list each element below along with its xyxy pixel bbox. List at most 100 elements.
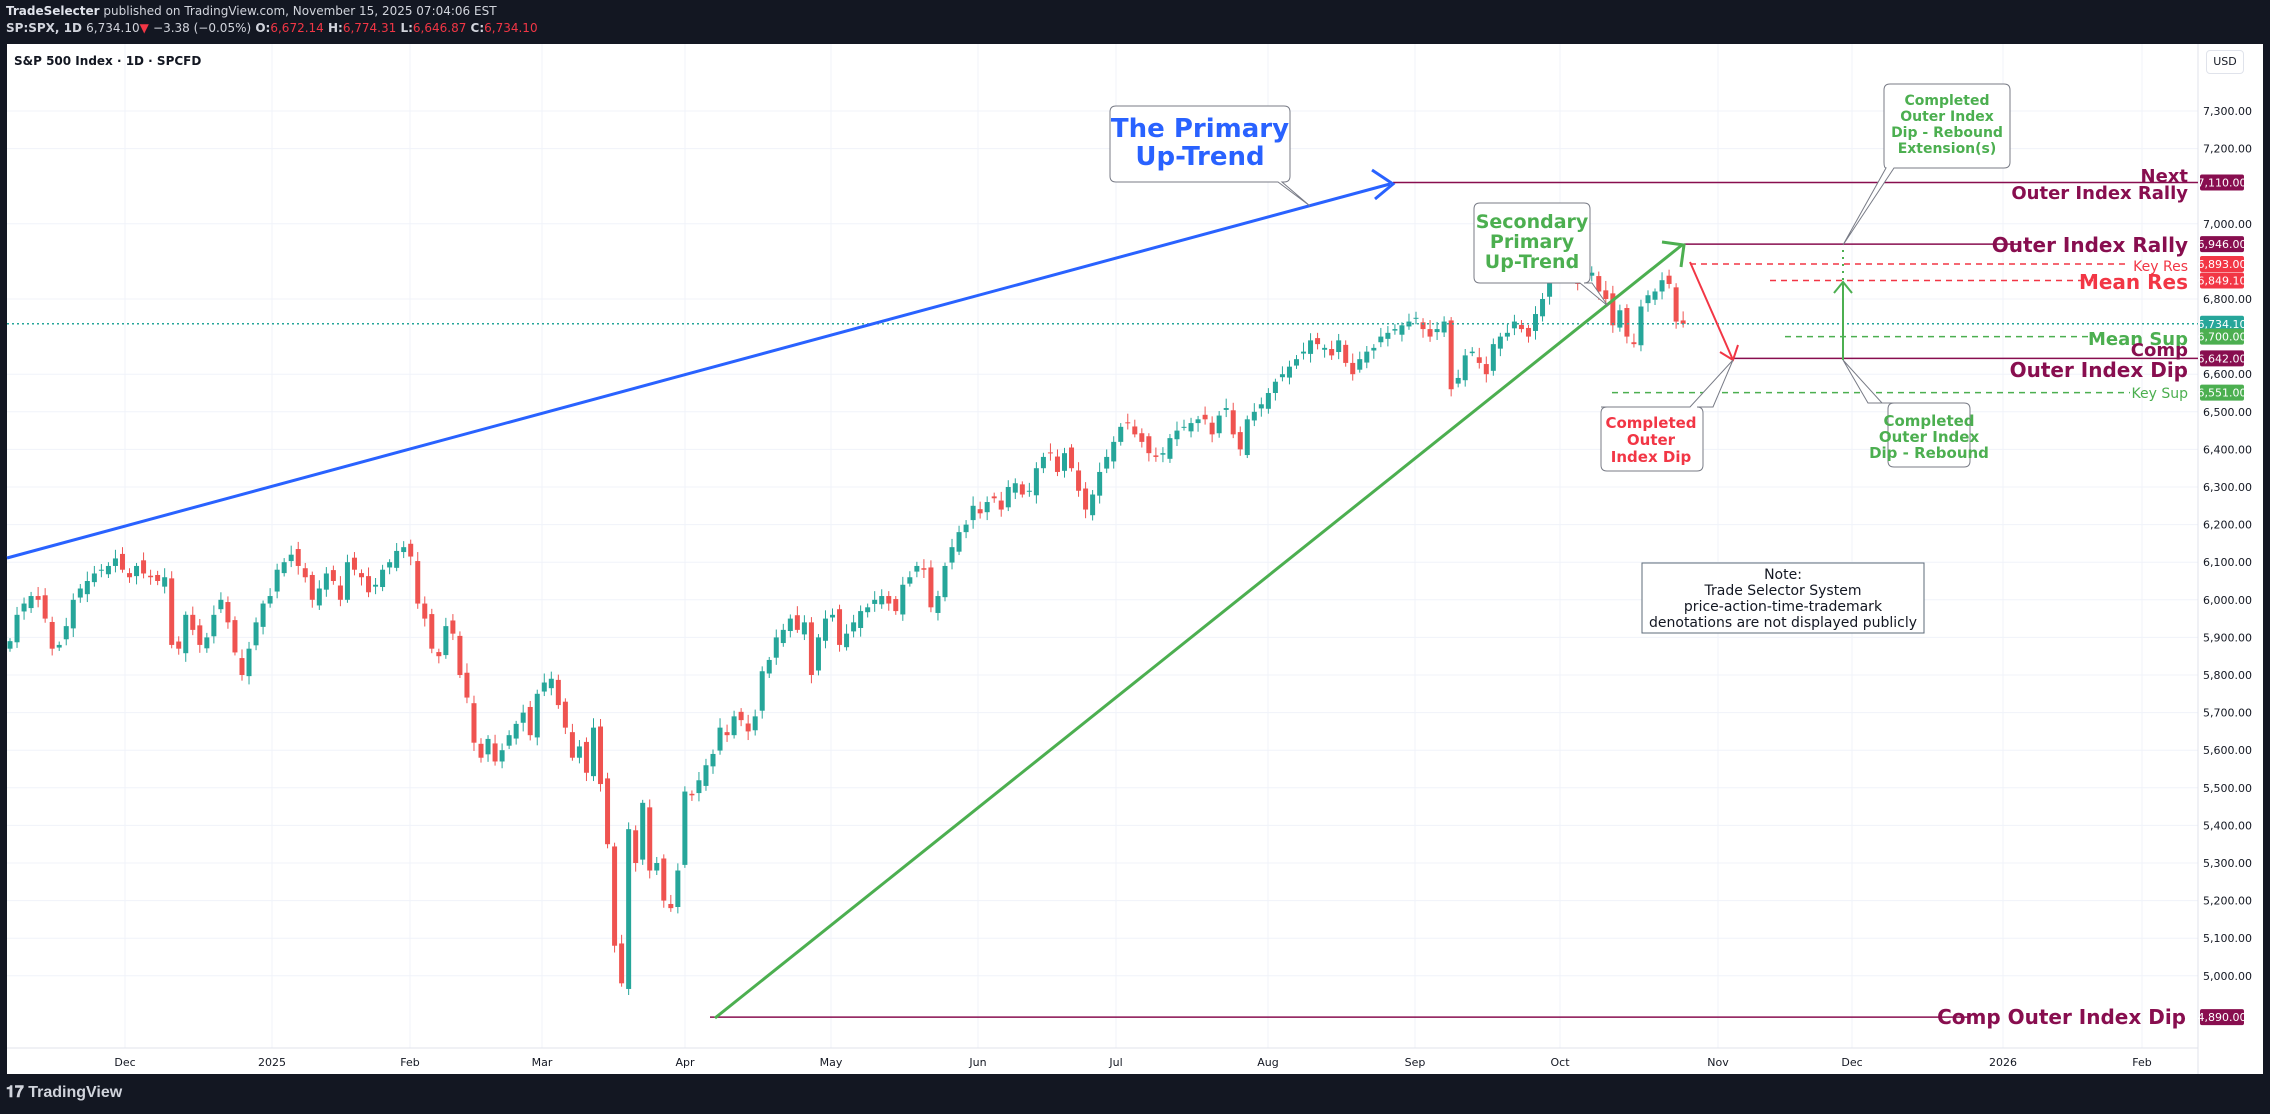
high-label: H: <box>327 21 343 35</box>
comp-outer-index-dip-label: Comp Outer Index Dip <box>1937 1005 2186 1029</box>
y-tick-label: 7,200.00 <box>2203 143 2252 156</box>
rebound-ext-text-3: Dip - Rebound <box>1891 125 2003 141</box>
drawings: The Primary Up-Trend Secondary Primary U… <box>6 83 2189 1029</box>
completed-rebound-text-3: Dip - Rebound <box>1869 444 1989 462</box>
key-res-label: Key Res <box>2133 259 2188 275</box>
price-tag <box>2200 236 2244 253</box>
primary-trend-callout <box>1109 105 1311 207</box>
y-tick-label: 5,600.00 <box>2203 744 2252 757</box>
completed-rebound-text-2: Outer Index <box>1879 428 1980 446</box>
y-tick-label: 6,200.00 <box>2203 519 2252 532</box>
x-tick-label: Dec <box>114 1056 135 1069</box>
note-text-2: Trade Selector System <box>1704 583 1862 599</box>
x-tick-label: Sep <box>1405 1056 1426 1069</box>
y-tick-label: 5,900.00 <box>2203 631 2252 644</box>
x-tick-label: Dec <box>1841 1056 1862 1069</box>
price-tag <box>2200 272 2244 289</box>
price-tag-label: 4,890.00 <box>2198 1011 2247 1024</box>
arrow-head-icon <box>1371 168 1396 201</box>
y-tick-label: 6,800.00 <box>2203 293 2252 306</box>
tv-logo-icon: 𝟏𝟕 <box>6 1084 29 1101</box>
price-tag <box>2200 350 2244 367</box>
axes: 7,300.00 7,200.00 7,000.00 6,800.00 6,600.00… <box>7 44 2252 1074</box>
primary-trend-text-1: The Primary <box>1111 114 1289 144</box>
open-label: O: <box>255 21 271 35</box>
low-label: L: <box>400 21 413 35</box>
open-value: 6,672.14 <box>270 21 324 35</box>
high-value: 6,774.31 <box>342 21 397 35</box>
completed-dip-text-2: Outer <box>1627 431 1676 449</box>
completed-rebound-callout <box>1842 359 1971 468</box>
x-tick-label: Oct <box>1550 1056 1570 1069</box>
y-tick-label: 6,500.00 <box>2203 406 2252 419</box>
secondary-trend-text-1: Secondary <box>1476 211 1589 233</box>
symbol: SP:SPX, 1D <box>6 21 82 35</box>
price-tag <box>2200 1009 2244 1026</box>
secondary-trend-line <box>714 243 1683 1020</box>
next-outer-index-rally-label: Outer Index Rally <box>2011 183 2188 204</box>
tradingview-logo: 𝟏𝟕 TradingView <box>6 1084 122 1102</box>
y-tick-label: 5,400.00 <box>2203 819 2252 832</box>
price-tag <box>2200 174 2244 191</box>
down-triangle-icon: ▼ <box>139 21 149 35</box>
x-tick-label: May <box>820 1056 843 1069</box>
secondary-trend-text-3: Up-Trend <box>1485 251 1579 273</box>
x-tick-label: 2025 <box>258 1056 286 1069</box>
published-text: published on TradingView.com, November 1… <box>103 4 497 18</box>
completed-dip-text-1: Completed <box>1605 414 1696 432</box>
price-tag-label: 6,734.10 <box>2198 318 2247 331</box>
y-tick-label: 5,500.00 <box>2203 782 2252 795</box>
completed-rebound-text-1: Completed <box>1883 412 1974 430</box>
publisher-name: TradeSelecter <box>6 4 100 18</box>
completed-dip-text-3: Index Dip <box>1611 448 1692 466</box>
price-tag <box>2200 328 2244 345</box>
primary-trend-line <box>6 182 1391 560</box>
y-tick-label: 5,000.00 <box>2203 970 2252 983</box>
x-tick-label: Jun <box>968 1056 986 1069</box>
symbol-info: SP:SPX, 1D 6,734.10▼ −3.38 (−0.05%) O:6,… <box>6 21 538 35</box>
next-label: Next <box>2141 166 2189 187</box>
last-price: 6,734.10 <box>86 21 140 35</box>
x-tick-label: Jul <box>1108 1056 1122 1069</box>
x-tick-label: 2026 <box>1989 1056 2017 1069</box>
x-tick-label: Nov <box>1707 1056 1729 1069</box>
secondary-trend-text-2: Primary <box>1490 231 1575 253</box>
rebound-ext-text-1: Completed <box>1904 93 1989 109</box>
arrow-head-icon <box>1833 280 1853 294</box>
y-tick-label: 6,400.00 <box>2203 443 2252 456</box>
low-value: 6,646.87 <box>412 21 467 35</box>
chart-title: S&P 500 Index · 1D · SPCFD <box>14 54 202 68</box>
comp-label: Comp <box>2131 340 2188 361</box>
currency-button[interactable]: USD <box>2206 50 2244 74</box>
note-text-3: price-action-time-trademark <box>1684 599 1883 615</box>
chart-panel[interactable] <box>7 44 2263 1074</box>
rebound-ext-text-2: Outer Index <box>1900 109 1994 125</box>
x-tick-label: Apr <box>675 1056 695 1069</box>
price-tag-label: 6,849.10 <box>2198 275 2247 288</box>
price-tag-label: 6,893.00 <box>2198 258 2247 271</box>
note-box <box>1641 562 1925 634</box>
note-text-1: Note: <box>1764 567 1802 583</box>
y-tick-label: 5,300.00 <box>2203 857 2252 870</box>
x-tick-label: Feb <box>2132 1056 2151 1069</box>
completed-dip-callout <box>1600 359 1734 472</box>
price-tag-label: 7,110.00 <box>2198 176 2247 189</box>
y-tick-label: 5,700.00 <box>2203 707 2252 720</box>
key-sup-label: Key Sup <box>2132 386 2189 402</box>
candles <box>7 252 1686 995</box>
levels <box>7 181 2198 1018</box>
price-tag <box>2200 315 2244 332</box>
price-tag-label: 6,946.00 <box>2198 238 2247 251</box>
price-tag-label: 6,642.00 <box>2198 352 2247 365</box>
secondary-trend-callout <box>1473 202 1609 307</box>
dip-arrow-line <box>1689 261 1734 361</box>
brand-text: TradingView <box>28 1084 123 1101</box>
y-tick-label: 6,600.00 <box>2203 368 2252 381</box>
price-tag-label: 6,700.00 <box>2198 331 2247 344</box>
close-value: 6,734.10 <box>484 21 538 35</box>
close-label: C: <box>470 21 485 35</box>
grid <box>7 44 2198 1048</box>
y-tick-label: 6,000.00 <box>2203 594 2252 607</box>
publish-info: TradeSelecter published on TradingView.c… <box>6 4 497 18</box>
